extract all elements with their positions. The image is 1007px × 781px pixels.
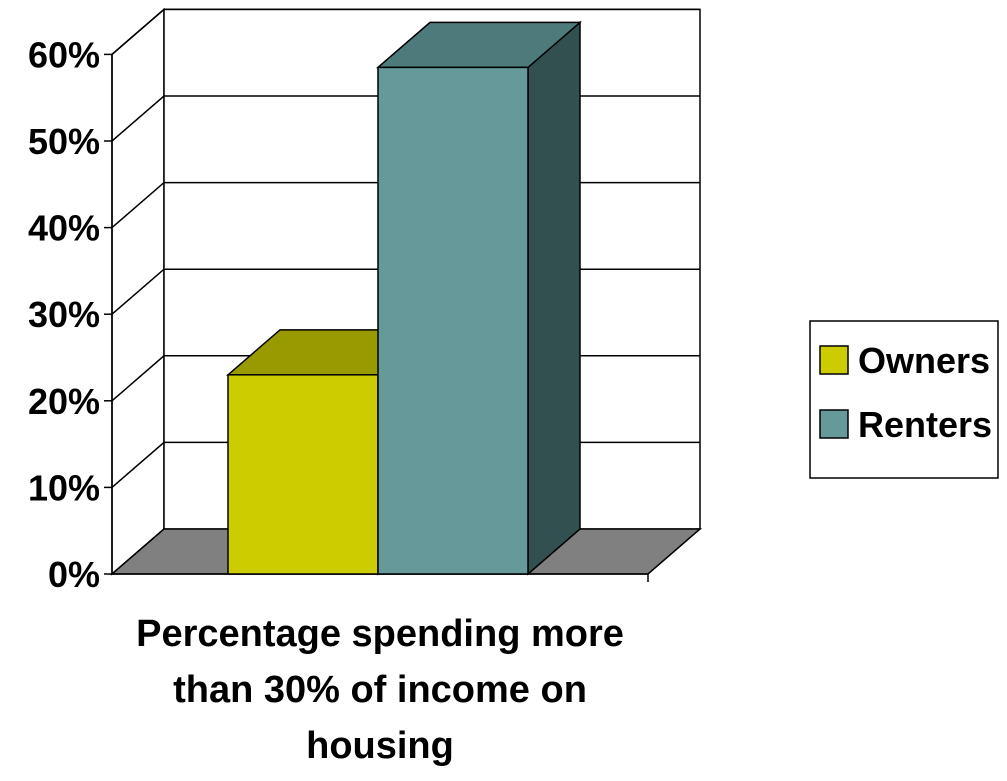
y-tick-label: 60% [28, 34, 100, 75]
gridline [111, 8, 700, 55]
bars [225, 20, 583, 576]
y-tick-label: 10% [28, 467, 100, 508]
x-label-line: housing [306, 725, 454, 767]
x-axis-label: Percentage spending more than 30% of inco… [136, 613, 624, 767]
y-tick-labels: 0% 10% 20% 30% 40% 50% 60% [28, 34, 100, 595]
legend-label: Renters [858, 404, 992, 445]
x-label-line: than 30% of income on [173, 669, 587, 711]
bar-front-face [377, 66, 529, 575]
legend-swatch [819, 409, 849, 439]
bar-renters [375, 20, 583, 576]
y-tick-label: 40% [28, 208, 100, 249]
legend-label: Owners [858, 340, 990, 381]
y-tick-label: 0% [48, 554, 100, 595]
bar-side-face [527, 20, 581, 576]
bar-front-face [227, 374, 379, 575]
y-tick-label: 20% [28, 381, 100, 422]
y-tick-label: 30% [28, 294, 100, 335]
x-label-line: Percentage spending more [136, 613, 624, 655]
y-tick-label: 50% [28, 121, 100, 162]
legend: Owners Renters [809, 320, 999, 479]
legend-swatch [819, 345, 849, 375]
